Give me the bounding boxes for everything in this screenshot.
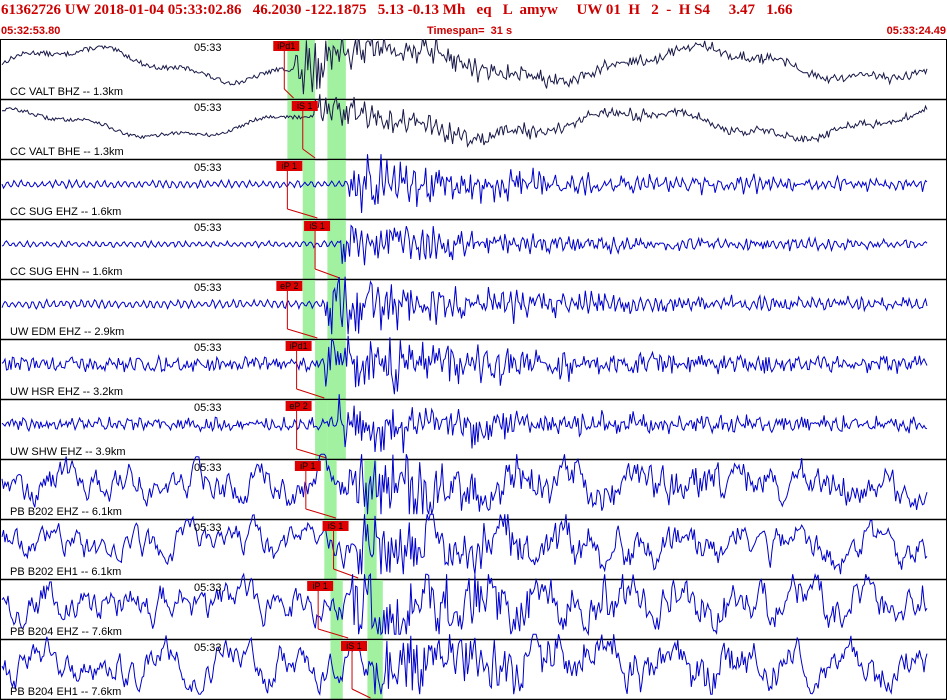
phase-pick-tail-3 — [314, 268, 340, 279]
station-label-9: PB B204 EHZ -- 7.6km — [10, 626, 122, 638]
waveform-trace-5 — [1, 335, 928, 395]
pick-window-1-1 — [327, 100, 346, 159]
station-label-6: UW SHW EHZ -- 3.9km — [10, 446, 126, 458]
phase-label-3: iS 1 — [309, 221, 325, 231]
pick-window-5-0 — [315, 340, 328, 399]
start-time-label: 05:32:53.80 — [1, 25, 61, 37]
end-time-label: 05:33:24.49 — [886, 25, 946, 37]
phase-label-box-8 — [322, 521, 349, 531]
time-tick-label-7: 05:33 — [194, 462, 222, 474]
phase-pick-tail-2 — [287, 208, 318, 219]
pick-window-8-1 — [364, 520, 377, 579]
phase-pick-tail-10 — [351, 688, 371, 699]
waveform-trace-6 — [1, 394, 928, 454]
phase-label-0: iPd1 — [277, 41, 295, 51]
phase-label-box-2 — [276, 161, 303, 171]
phase-label-6: eP 2 — [289, 401, 307, 411]
station-label-7: PB B202 EHZ -- 6.1km — [10, 506, 122, 518]
waveform-trace-2 — [1, 154, 928, 214]
phase-label-box-9 — [307, 581, 334, 591]
phase-label-box-10 — [341, 641, 368, 651]
station-label-1: CC VALT BHE -- 1.3km — [10, 146, 124, 158]
waveform-trace-0 — [1, 39, 928, 95]
station-label-0: CC VALT BHZ -- 1.3km — [10, 86, 123, 98]
phase-label-box-6 — [285, 401, 312, 411]
phase-pick-tail-9 — [318, 628, 349, 639]
waveform-trace-7 — [1, 453, 928, 515]
phase-label-box-3 — [304, 221, 331, 231]
time-tick-label-4: 05:33 — [194, 282, 222, 294]
station-label-5: UW HSR EHZ -- 3.2km — [10, 386, 123, 398]
time-tick-label-1: 05:33 — [194, 102, 222, 114]
pick-window-7-0 — [324, 460, 337, 519]
time-tick-label-6: 05:33 — [194, 402, 222, 414]
phase-label-1: iS 1 — [297, 101, 313, 111]
phase-pick-tail-5 — [296, 388, 325, 399]
phase-label-4: eP 2 — [280, 281, 298, 291]
timespan-label: Timespan= 31 s — [427, 25, 513, 37]
phase-label-box-0 — [273, 41, 300, 51]
phase-label-box-5 — [285, 341, 312, 351]
station-label-3: CC SUG EHN -- 1.6km — [10, 266, 122, 278]
pick-window-4-0 — [302, 280, 316, 339]
station-label-8: PB B202 EH1 -- 6.1km — [10, 566, 121, 578]
station-label-4: UW EDM EHZ -- 2.9km — [10, 326, 124, 338]
waveform-trace-8 — [1, 513, 928, 575]
time-tick-label-5: 05:33 — [194, 342, 222, 354]
phase-label-5: iPd1 — [290, 341, 308, 351]
time-tick-label-0: 05:33 — [194, 42, 222, 54]
pick-window-9-0 — [330, 580, 343, 639]
waveform-trace-9 — [1, 572, 928, 637]
time-tick-label-10: 05:33 — [194, 642, 222, 654]
pick-window-6-1 — [327, 400, 346, 459]
pick-window-3-0 — [302, 220, 316, 279]
phase-pick-tail-6 — [296, 448, 327, 459]
phase-pick-tail-4 — [287, 328, 318, 339]
phase-label-8: iS 1 — [328, 521, 344, 531]
station-label-2: CC SUG EHZ -- 1.6km — [10, 206, 121, 218]
pick-window-0-1 — [327, 40, 346, 99]
time-tick-label-9: 05:33 — [194, 582, 222, 594]
event-summary-line: 61362726 UW 2018-01-04 05:33:02.86 46.20… — [1, 2, 793, 18]
phase-label-2: iP 1 — [282, 161, 297, 171]
phase-pick-tail-8 — [333, 568, 359, 579]
time-tick-label-2: 05:33 — [194, 162, 222, 174]
phase-label-box-1 — [291, 101, 318, 111]
phase-label-9: iP 1 — [312, 581, 327, 591]
event-header: 61362726 UW 2018-01-04 05:33:02.86 46.20… — [0, 0, 947, 40]
phase-label-7: iP 1 — [300, 461, 315, 471]
pick-window-3-1 — [327, 220, 346, 279]
phase-label-10: iS 1 — [346, 641, 362, 651]
phase-pick-tail-1 — [302, 148, 316, 159]
waveform-trace-10 — [1, 633, 928, 696]
station-label-10: PB B204 EH1 -- 7.6km — [10, 686, 121, 698]
time-tick-label-3: 05:33 — [194, 222, 222, 234]
pick-window-2-0 — [302, 160, 316, 219]
pick-window-6-0 — [315, 400, 328, 459]
phase-label-box-7 — [294, 461, 321, 471]
seismogram-plot: iPd1 05:33 CC VALT BHZ -- 1.3km iS 1 05:33 CC… — [0, 39, 947, 700]
pick-window-10-0 — [330, 640, 343, 699]
phase-pick-tail-7 — [305, 508, 336, 519]
waveform-trace-1 — [1, 94, 928, 148]
phase-label-box-4 — [276, 281, 303, 291]
pick-window-2-1 — [327, 160, 346, 219]
waveform-trace-3 — [1, 224, 928, 266]
waveform-trace-4 — [1, 276, 928, 335]
phase-pick-tail-0 — [283, 88, 294, 99]
time-tick-label-8: 05:33 — [194, 522, 222, 534]
